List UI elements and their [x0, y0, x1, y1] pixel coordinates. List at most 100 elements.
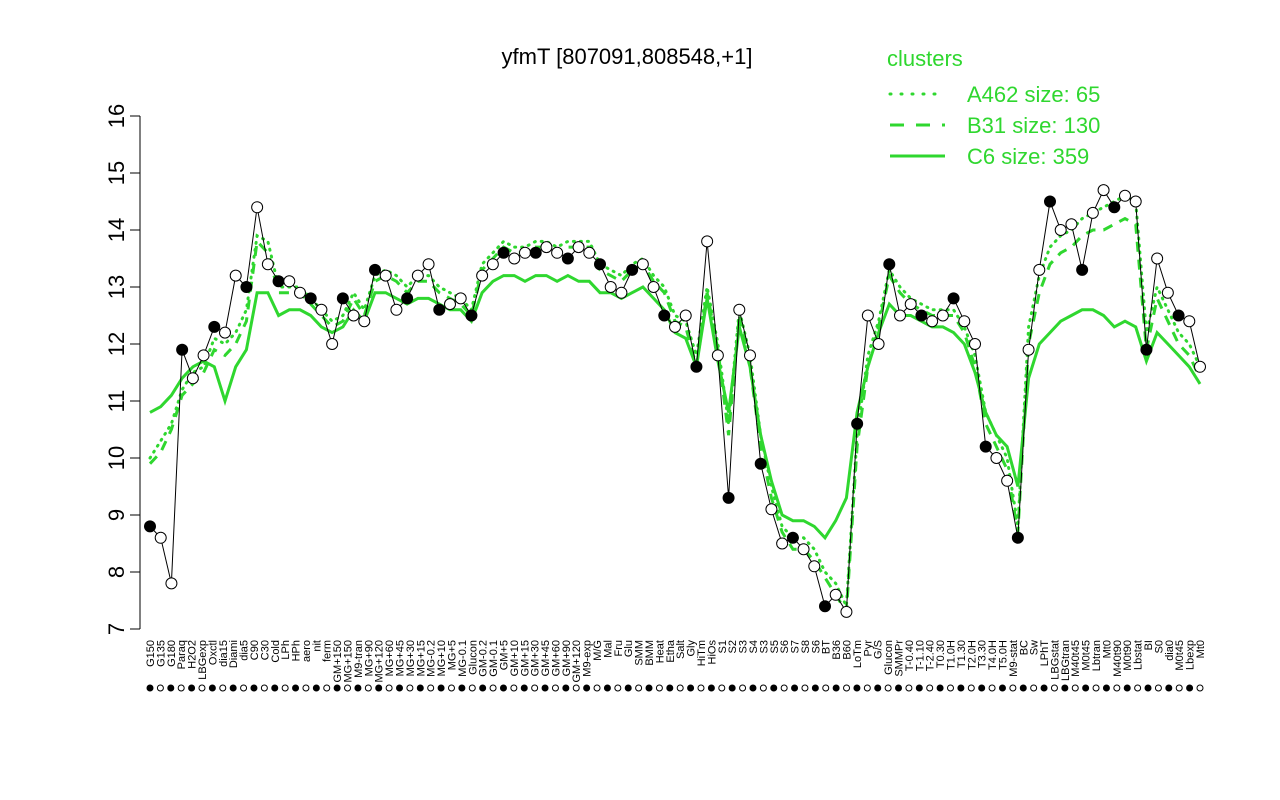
data-point — [540, 241, 553, 254]
data-point — [1140, 343, 1153, 356]
x-tick-marker — [437, 684, 445, 692]
data-point — [336, 292, 349, 305]
data-point — [904, 298, 917, 311]
x-tick-label: M40t90 — [1112, 640, 1124, 677]
x-tick-marker — [624, 684, 632, 692]
x-tick-marker — [364, 684, 372, 692]
data-point — [497, 246, 510, 259]
x-tick-label: T2.0H — [966, 640, 978, 670]
x-tick-marker — [801, 684, 809, 692]
data-point — [1011, 531, 1024, 544]
x-tick-label: LBGtran — [1060, 640, 1072, 681]
x-tick-label: S4 — [748, 640, 760, 653]
x-tick-label: GM+60 — [550, 640, 562, 676]
x-tick-marker — [832, 684, 840, 692]
x-tick-marker — [1113, 684, 1121, 692]
x-tick-marker — [687, 684, 695, 692]
x-tick-marker — [396, 684, 404, 692]
x-tick-label: M0t45 — [1174, 640, 1186, 671]
x-tick-label: T-1.10 — [914, 640, 926, 671]
x-tick-label: Glucon — [883, 640, 895, 675]
x-tick-marker — [375, 684, 383, 692]
x-tick-marker — [780, 684, 788, 692]
x-tick-marker — [1186, 684, 1194, 692]
x-tick-label: Glucon — [467, 640, 479, 675]
x-tick-marker — [957, 684, 965, 692]
x-tick-marker — [666, 684, 674, 692]
data-point — [669, 320, 681, 333]
data-point — [444, 298, 456, 311]
data-point — [422, 258, 435, 271]
x-tick-label: Sw — [1029, 640, 1041, 655]
data-point — [604, 281, 617, 293]
x-tick-label: S6 — [779, 640, 791, 653]
legend-label: C6 size: 359 — [967, 144, 1089, 169]
data-point — [594, 258, 606, 271]
data-point — [219, 326, 231, 339]
x-tick-label: SMMPr — [894, 640, 906, 677]
x-tick-label: Fru — [613, 640, 625, 657]
x-tick-marker — [946, 684, 954, 692]
x-tick-label: GM+5 — [498, 640, 510, 670]
data-point — [722, 491, 735, 504]
x-tick-marker — [323, 684, 331, 692]
data-point — [508, 252, 521, 265]
x-tick-label: Heat — [654, 640, 666, 663]
y-tick-label: 7 — [104, 623, 129, 635]
x-tick-label: MG+10 — [436, 640, 448, 676]
data-point — [272, 275, 285, 288]
x-tick-label: BI — [1143, 640, 1155, 650]
data-point — [583, 246, 596, 259]
x-tick-marker — [1165, 684, 1173, 692]
x-tick-marker — [739, 684, 747, 692]
data-point — [347, 309, 360, 322]
data-point — [186, 372, 199, 385]
x-tick-marker — [198, 684, 206, 692]
x-tick-marker — [1144, 684, 1152, 692]
data-point — [369, 263, 381, 276]
x-tick-label: S7 — [790, 640, 802, 653]
x-tick-marker — [354, 684, 362, 692]
data-point — [711, 349, 724, 362]
x-tick-marker — [551, 684, 559, 692]
x-tick-marker — [1040, 684, 1048, 692]
x-tick-label: MG+45 — [395, 640, 407, 676]
y-tick-label: 14 — [104, 218, 129, 242]
x-tick-label: nit — [311, 640, 323, 652]
x-tick-label: MG+5 — [446, 640, 458, 670]
x-tick-label: M0t90 — [1122, 640, 1134, 671]
x-tick-label: MG+15 — [415, 640, 427, 676]
data-point — [819, 600, 831, 613]
x-tick-marker — [728, 684, 736, 692]
data-point — [701, 235, 714, 248]
x-tick-label: ferm — [322, 640, 334, 662]
points-line — [149, 189, 1201, 614]
data-point — [1129, 195, 1142, 208]
y-tick-label: 16 — [104, 104, 129, 128]
x-tick-marker — [499, 684, 507, 692]
x-tick-marker — [271, 684, 279, 692]
x-tick-label: T-2.40 — [925, 640, 937, 671]
x-tick-marker — [822, 684, 830, 692]
y-tick-label: 12 — [104, 332, 129, 356]
x-tick-marker — [177, 684, 185, 692]
x-tick-marker — [1050, 684, 1058, 692]
x-tick-label: T-0.40 — [904, 640, 916, 671]
x-tick-marker — [447, 684, 455, 692]
x-tick-label: Pyr — [862, 640, 874, 657]
x-tick-marker — [1154, 684, 1162, 692]
data-point — [401, 292, 414, 305]
x-tick-marker — [718, 684, 726, 692]
x-tick-label: GM+90 — [561, 640, 573, 676]
x-tick-marker — [811, 684, 819, 692]
x-tick-marker — [344, 684, 352, 692]
x-tick-marker — [479, 684, 487, 692]
x-tick-label: S3 — [758, 640, 770, 653]
data-point — [1076, 263, 1089, 276]
x-tick-label: MG+30 — [405, 640, 417, 676]
data-point — [1172, 309, 1185, 322]
x-tick-label: GM+10 — [509, 640, 521, 676]
x-tick-marker — [614, 684, 622, 692]
x-tick-label: LBGexp — [197, 640, 209, 680]
x-tick-label: dia5 — [239, 640, 251, 661]
